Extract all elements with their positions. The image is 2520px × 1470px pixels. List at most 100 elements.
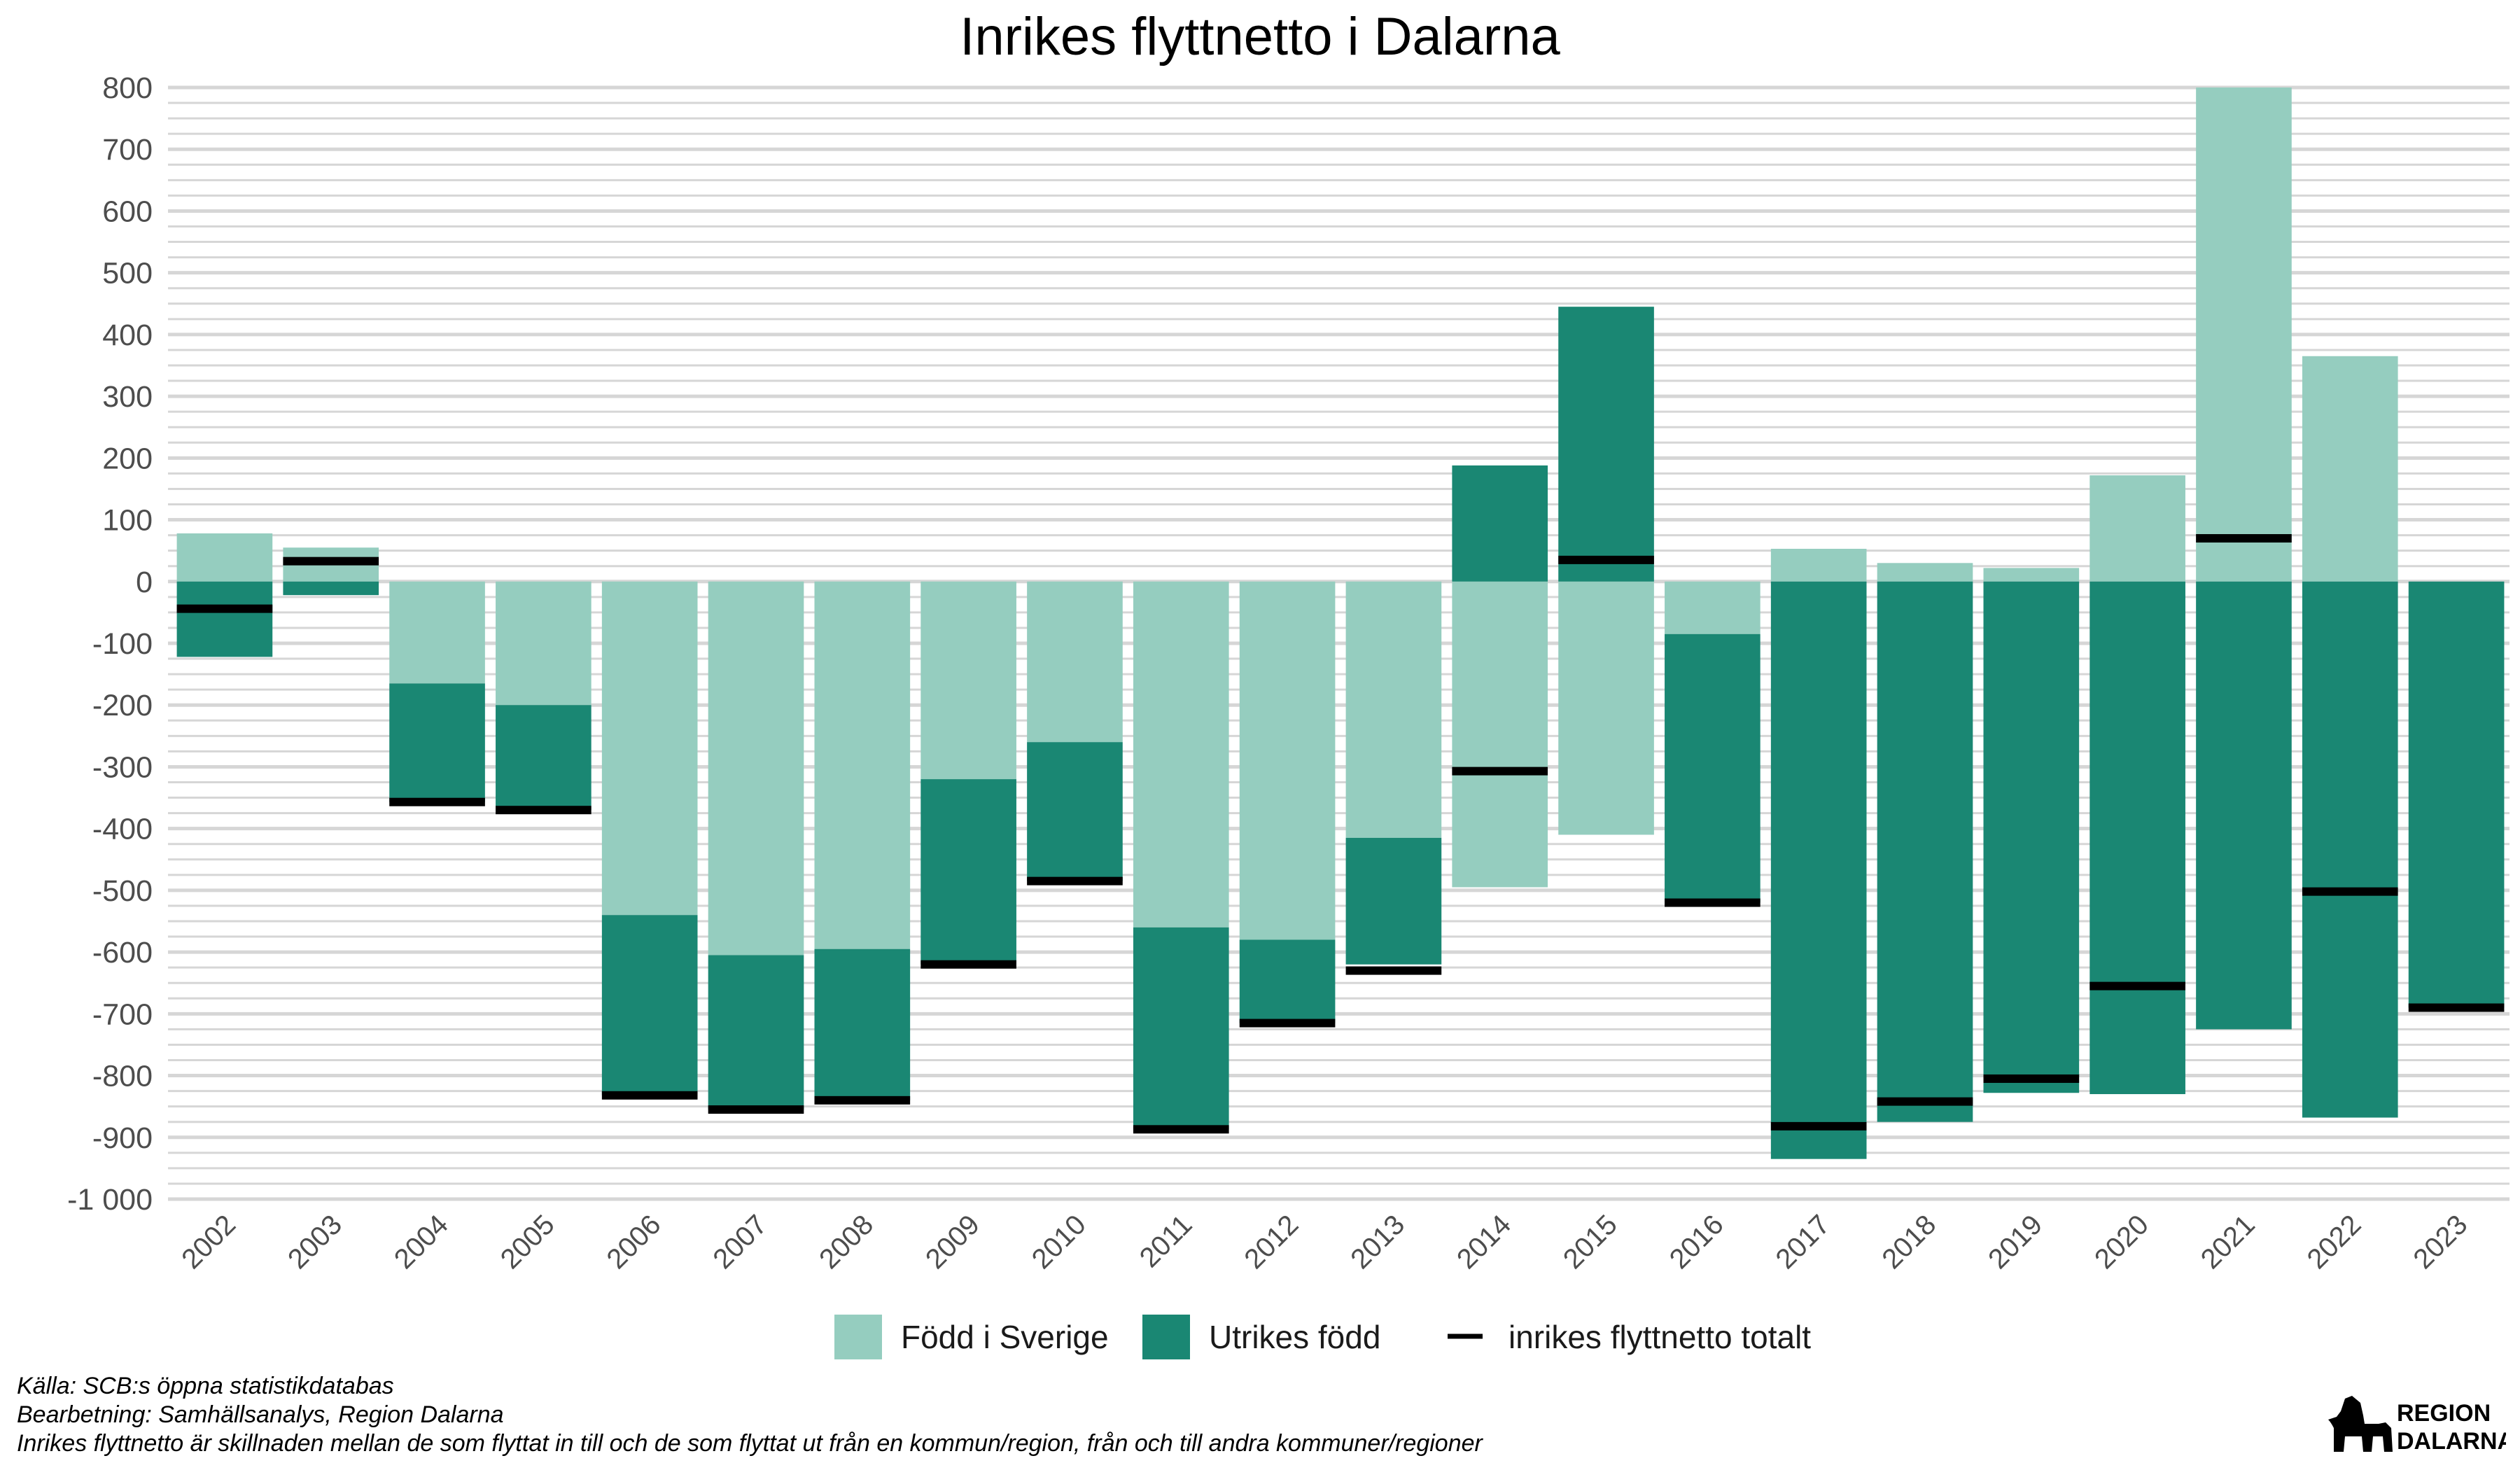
bar-2004-fodd-i-sverige — [389, 581, 485, 684]
total-marker-2003 — [283, 556, 379, 566]
total-marker-2006 — [601, 1091, 698, 1100]
y-tick-label: -600 — [92, 936, 153, 969]
total-marker-2004 — [389, 797, 485, 806]
bar-2014-fodd-i-sverige — [1452, 581, 1548, 888]
bar-2016-fodd-i-sverige — [1665, 581, 1760, 634]
y-tick-label: 500 — [102, 257, 153, 290]
y-tick-label: -200 — [92, 689, 153, 722]
caption-source: Källa: SCB:s öppna statistikdatabas — [17, 1373, 394, 1399]
y-axis: 800 700 600 500 400 300 200 100 0 -100 -200 -300 -40… — [67, 71, 153, 1217]
bar-2012-fodd-i-sverige — [1239, 581, 1336, 940]
x-tick-label: 2006 — [601, 1209, 667, 1275]
x-tick-label: 2021 — [2195, 1209, 2261, 1275]
bar-2010-utrikes-fodd — [1027, 742, 1123, 881]
total-markers — [176, 534, 2505, 1134]
total-marker-2009 — [920, 960, 1016, 969]
bar-2008-utrikes-fodd — [814, 948, 911, 1100]
bar-2022-fodd-i-sverige — [2302, 356, 2398, 582]
x-tick-label: 2005 — [495, 1209, 561, 1275]
total-marker-2013 — [1345, 966, 1442, 975]
caption-definition: Inrikes flyttnetto är skillnaden mellan … — [17, 1430, 1483, 1457]
bar-2017-fodd-i-sverige — [1770, 549, 1867, 582]
y-tick-label: 400 — [102, 318, 153, 352]
total-marker-2023 — [2408, 1003, 2505, 1012]
total-marker-2019 — [1983, 1074, 2080, 1083]
y-tick-label: -800 — [92, 1060, 153, 1093]
x-tick-label: 2002 — [176, 1209, 241, 1275]
bar-2005-utrikes-fodd — [496, 705, 592, 811]
bar-2003-utrikes-fodd — [283, 581, 379, 596]
bar-2009-fodd-i-sverige — [920, 581, 1016, 780]
bar-2017-utrikes-fodd — [1770, 581, 1867, 1159]
x-tick-label: 2003 — [282, 1209, 348, 1275]
x-tick-label: 2009 — [920, 1209, 986, 1275]
logo-text-dalarna: DALARNA — [2397, 1428, 2506, 1455]
bar-2020-utrikes-fodd — [2090, 581, 2185, 1095]
x-tick-label: 2018 — [1876, 1209, 1942, 1275]
bar-2018-utrikes-fodd — [1877, 581, 1973, 1122]
bar-2008-fodd-i-sverige — [814, 581, 911, 949]
bar-2011-utrikes-fodd — [1133, 927, 1229, 1130]
x-tick-label: 2020 — [2089, 1209, 2155, 1275]
y-tick-label: -700 — [92, 997, 153, 1031]
x-tick-label: 2014 — [1451, 1209, 1517, 1275]
y-tick-label: -1 000 — [67, 1183, 153, 1217]
bar-2019-fodd-i-sverige — [1983, 568, 2080, 582]
bar-2016-utrikes-fodd — [1665, 634, 1760, 903]
total-marker-2021 — [2196, 534, 2292, 543]
caption-processing: Bearbetning: Samhällsanalys, Region Dala… — [17, 1401, 504, 1428]
x-tick-label: 2007 — [707, 1209, 773, 1275]
caption: Källa: SCB:s öppna statistikdatabas Bear… — [17, 1372, 1483, 1458]
x-tick-label: 2004 — [388, 1209, 454, 1275]
y-tick-label: 800 — [102, 71, 153, 105]
y-tick-label: -300 — [92, 750, 153, 784]
total-marker-2012 — [1239, 1018, 1336, 1028]
y-tick-label: -400 — [92, 813, 153, 846]
region-dalarna-logo: REGION DALARNA — [2328, 1396, 2506, 1455]
bar-2018-fodd-i-sverige — [1877, 563, 1973, 582]
bar-2007-fodd-i-sverige — [708, 581, 804, 955]
y-tick-label: 700 — [102, 133, 153, 167]
bar-2020-fodd-i-sverige — [2090, 475, 2185, 582]
x-tick-label: 2010 — [1026, 1209, 1092, 1275]
bar-2015-fodd-i-sverige — [1558, 581, 1654, 835]
y-tick-label: 100 — [102, 504, 153, 538]
y-tick-label: 300 — [102, 380, 153, 414]
bar-2004-utrikes-fodd — [389, 683, 485, 802]
bar-2021-utrikes-fodd — [2196, 581, 2292, 1030]
legend-label-utrikes-fodd: Utrikes född — [1209, 1319, 1380, 1355]
bar-2006-fodd-i-sverige — [601, 581, 698, 916]
x-tick-label: 2013 — [1345, 1209, 1410, 1275]
legend-swatch-fodd-i-sverige — [834, 1315, 882, 1359]
logo-text-region: REGION — [2397, 1400, 2491, 1427]
total-marker-2008 — [814, 1096, 911, 1105]
x-tick-label: 2016 — [1664, 1209, 1730, 1275]
bar-2014-utrikes-fodd — [1452, 465, 1548, 582]
x-tick-label: 2023 — [2407, 1209, 2473, 1275]
bar-2005-fodd-i-sverige — [496, 581, 592, 706]
y-tick-label: -900 — [92, 1121, 153, 1155]
y-tick-label: -500 — [92, 874, 153, 908]
bar-2011-fodd-i-sverige — [1133, 581, 1229, 927]
total-marker-2015 — [1558, 555, 1654, 564]
total-marker-2020 — [2090, 981, 2185, 990]
dala-horse-icon — [2328, 1396, 2393, 1452]
total-marker-2014 — [1452, 766, 1548, 776]
bar-2012-utrikes-fodd — [1239, 939, 1336, 1023]
bar-2002-fodd-i-sverige — [176, 533, 273, 582]
bar-2021-fodd-i-sverige — [2196, 88, 2292, 582]
total-marker-2022 — [2302, 887, 2398, 896]
bar-2002-utrikes-fodd — [176, 581, 273, 657]
total-marker-2018 — [1877, 1097, 1973, 1106]
bars — [176, 88, 2505, 1159]
x-tick-label: 2012 — [1238, 1209, 1304, 1275]
bar-2023-utrikes-fodd — [2408, 581, 2505, 1008]
bar-2013-fodd-i-sverige — [1345, 581, 1442, 838]
y-tick-label: 600 — [102, 195, 153, 228]
total-marker-2007 — [708, 1105, 804, 1114]
x-tick-label: 2022 — [2302, 1209, 2367, 1275]
y-tick-label: -100 — [92, 627, 153, 661]
y-tick-label: 0 — [136, 566, 153, 599]
x-tick-label: 2011 — [1134, 1209, 1198, 1273]
